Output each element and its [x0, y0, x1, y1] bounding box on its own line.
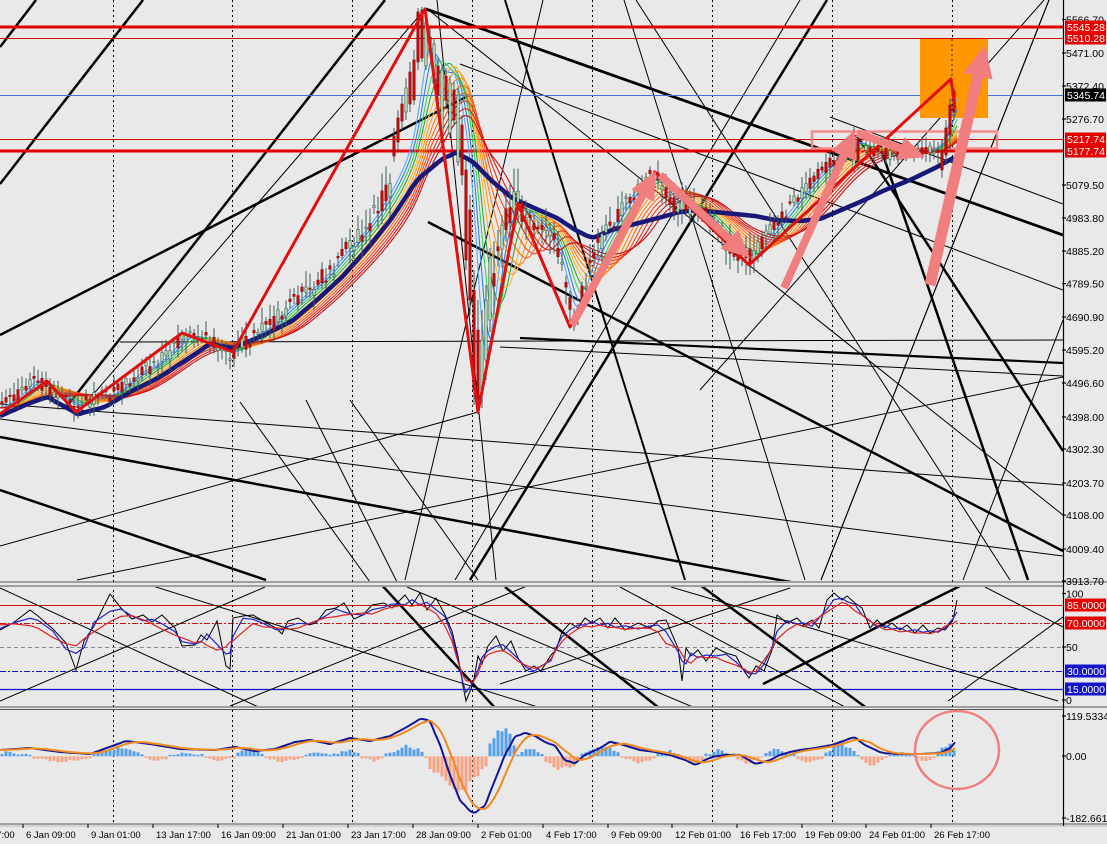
svg-text:5177.74: 5177.74	[1067, 146, 1105, 158]
svg-text:23 Jan 17:00: 23 Jan 17:00	[351, 830, 406, 841]
svg-text:5510.28: 5510.28	[1067, 33, 1105, 45]
svg-text:0.00: 0.00	[1066, 751, 1087, 763]
svg-text:30.0000: 30.0000	[1067, 666, 1105, 678]
svg-text:50: 50	[1066, 642, 1078, 654]
svg-text:100: 100	[1066, 589, 1084, 601]
svg-text:19 Feb 09:00: 19 Feb 09:00	[805, 830, 861, 841]
svg-text:6 Jan 09:00: 6 Jan 09:00	[26, 830, 76, 841]
svg-text:4203.70: 4203.70	[1066, 478, 1104, 490]
svg-text:4789.50: 4789.50	[1066, 279, 1104, 291]
svg-text:26 Feb 17:00: 26 Feb 17:00	[934, 830, 990, 841]
svg-text:4595.20: 4595.20	[1066, 345, 1104, 357]
svg-text:9 Jan 01:00: 9 Jan 01:00	[91, 830, 141, 841]
svg-text:2 Jan 17:00: 2 Jan 17:00	[0, 830, 15, 841]
svg-text:5545.28: 5545.28	[1067, 22, 1105, 34]
svg-text:70.0000: 70.0000	[1067, 618, 1105, 630]
svg-text:0: 0	[1066, 695, 1072, 707]
svg-text:4009.40: 4009.40	[1066, 544, 1104, 556]
svg-text:119.5334: 119.5334	[1066, 711, 1107, 723]
svg-text:16 Feb 17:00: 16 Feb 17:00	[740, 830, 796, 841]
svg-text:85.0000: 85.0000	[1067, 600, 1105, 612]
svg-text:5217.74: 5217.74	[1067, 134, 1105, 146]
svg-text:4885.20: 4885.20	[1066, 246, 1104, 258]
svg-text:21 Jan 01:00: 21 Jan 01:00	[286, 830, 341, 841]
svg-text:5471.00: 5471.00	[1066, 48, 1104, 60]
svg-text:5276.70: 5276.70	[1066, 114, 1104, 126]
svg-text:4108.00: 4108.00	[1066, 510, 1104, 522]
svg-text:13 Jan 17:00: 13 Jan 17:00	[156, 830, 211, 841]
svg-text:-182.6615: -182.6615	[1066, 813, 1107, 825]
svg-text:4983.80: 4983.80	[1066, 213, 1104, 225]
svg-text:4690.90: 4690.90	[1066, 312, 1104, 324]
svg-text:5345.74: 5345.74	[1067, 90, 1105, 102]
svg-text:12 Feb 01:00: 12 Feb 01:00	[675, 830, 731, 841]
svg-text:28 Jan 09:00: 28 Jan 09:00	[416, 830, 471, 841]
svg-text:2 Feb 01:00: 2 Feb 01:00	[481, 830, 532, 841]
svg-text:5079.50: 5079.50	[1066, 180, 1104, 192]
svg-text:4398.00: 4398.00	[1066, 412, 1104, 424]
svg-text:4496.60: 4496.60	[1066, 378, 1104, 390]
svg-text:15.0000: 15.0000	[1067, 684, 1105, 696]
svg-text:4 Feb 17:00: 4 Feb 17:00	[546, 830, 597, 841]
svg-text:16 Jan 09:00: 16 Jan 09:00	[221, 830, 276, 841]
svg-text:24 Feb 01:00: 24 Feb 01:00	[869, 830, 925, 841]
svg-text:9 Feb 09:00: 9 Feb 09:00	[611, 830, 662, 841]
svg-text:3913.70: 3913.70	[1066, 576, 1104, 588]
svg-text:4302.30: 4302.30	[1066, 444, 1104, 456]
